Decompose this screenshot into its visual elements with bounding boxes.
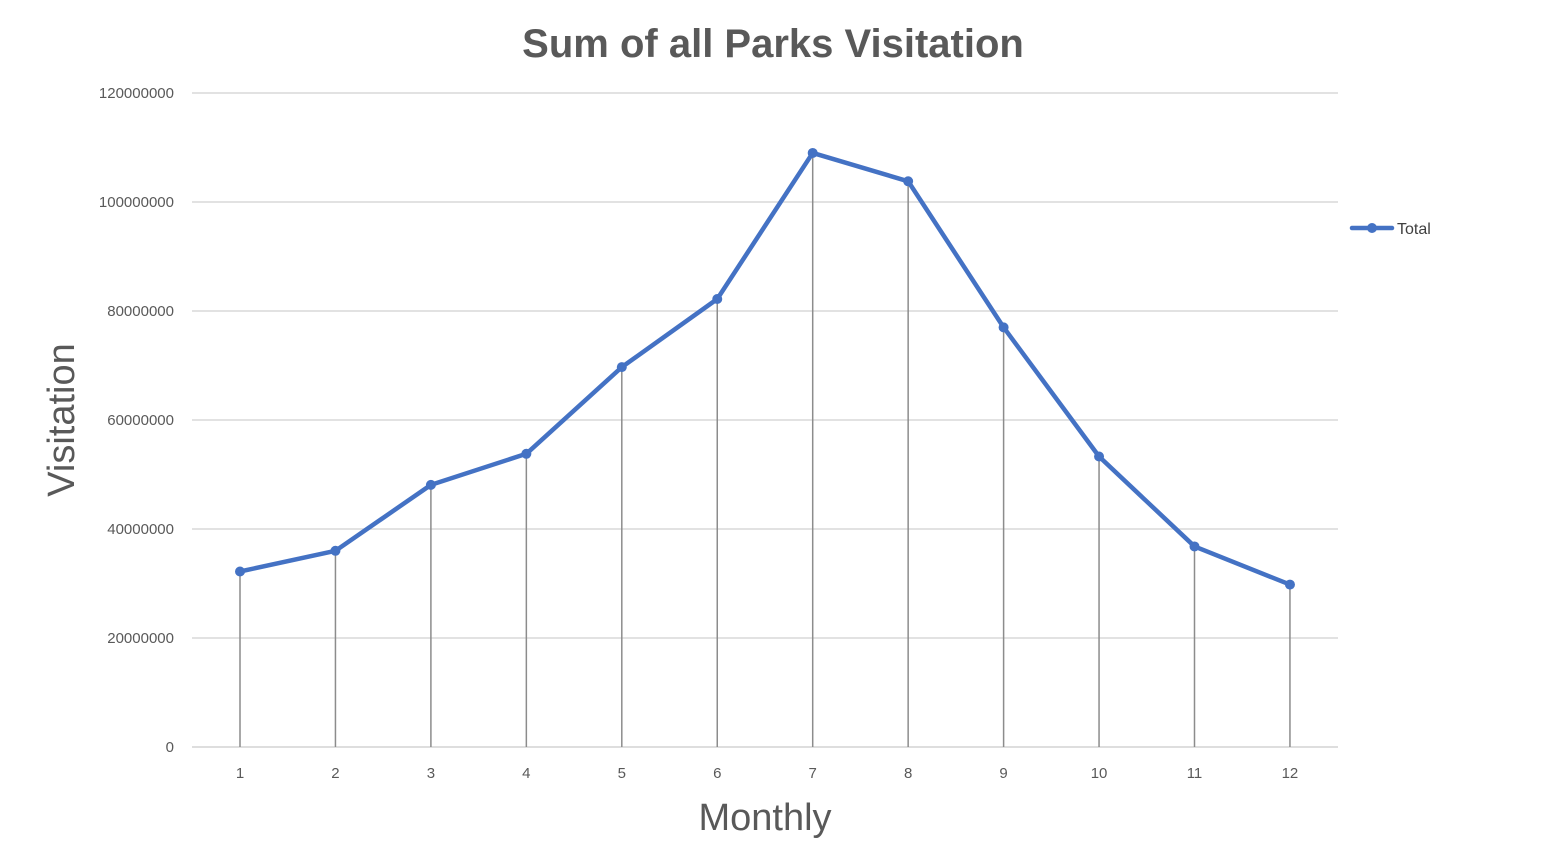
y-tick-label: 80000000 [107, 303, 174, 320]
y-tick-label: 0 [166, 739, 174, 756]
data-point [425, 479, 436, 490]
x-tick-label: 6 [713, 765, 721, 782]
y-tick-label: 100000000 [99, 194, 174, 211]
data-point [235, 566, 245, 577]
x-tick-label: 3 [427, 765, 435, 782]
x-tick-label: 1 [236, 765, 244, 782]
x-tick-label: 8 [904, 765, 912, 782]
x-axis-ticks: 1 2 3 4 5 6 7 8 9 10 11 12 [236, 765, 1298, 782]
x-tick-label: 4 [522, 765, 530, 782]
x-tick-label: 2 [331, 765, 339, 782]
x-tick-label: 9 [999, 765, 1007, 782]
data-point [1189, 541, 1200, 552]
data-point [807, 147, 818, 158]
x-tick-label: 10 [1091, 765, 1108, 782]
y-axis-ticks: 0 20000000 40000000 60000000 80000000 1000000… [99, 85, 174, 756]
legend-label: Total [1397, 221, 1431, 238]
y-axis-title: Visitation [41, 343, 83, 497]
series-line-total [237, 150, 1293, 587]
x-axis-title: Monthly [698, 797, 831, 839]
drop-lines [239, 152, 1291, 747]
data-point [1094, 451, 1105, 462]
chart-title: Sum of all Parks Visitation [522, 22, 1024, 66]
data-point [998, 322, 1009, 333]
data-point [521, 448, 532, 459]
series [235, 147, 1295, 590]
data-point [712, 294, 723, 305]
legend-point-marker [1367, 223, 1377, 233]
y-tick-label: 40000000 [107, 521, 174, 538]
y-tick-label: 120000000 [99, 85, 174, 102]
legend: Total [1349, 221, 1431, 238]
data-point [1284, 579, 1295, 590]
data-point [616, 362, 627, 373]
x-tick-label: 11 [1187, 765, 1203, 782]
x-tick-label: 7 [809, 765, 817, 782]
y-tick-label: 60000000 [107, 412, 174, 429]
x-tick-label: 5 [618, 765, 626, 782]
x-tick-label: 12 [1282, 765, 1299, 782]
gridlines [192, 92, 1338, 748]
y-tick-label: 20000000 [107, 630, 174, 647]
data-point [330, 545, 341, 556]
data-point [903, 176, 914, 187]
